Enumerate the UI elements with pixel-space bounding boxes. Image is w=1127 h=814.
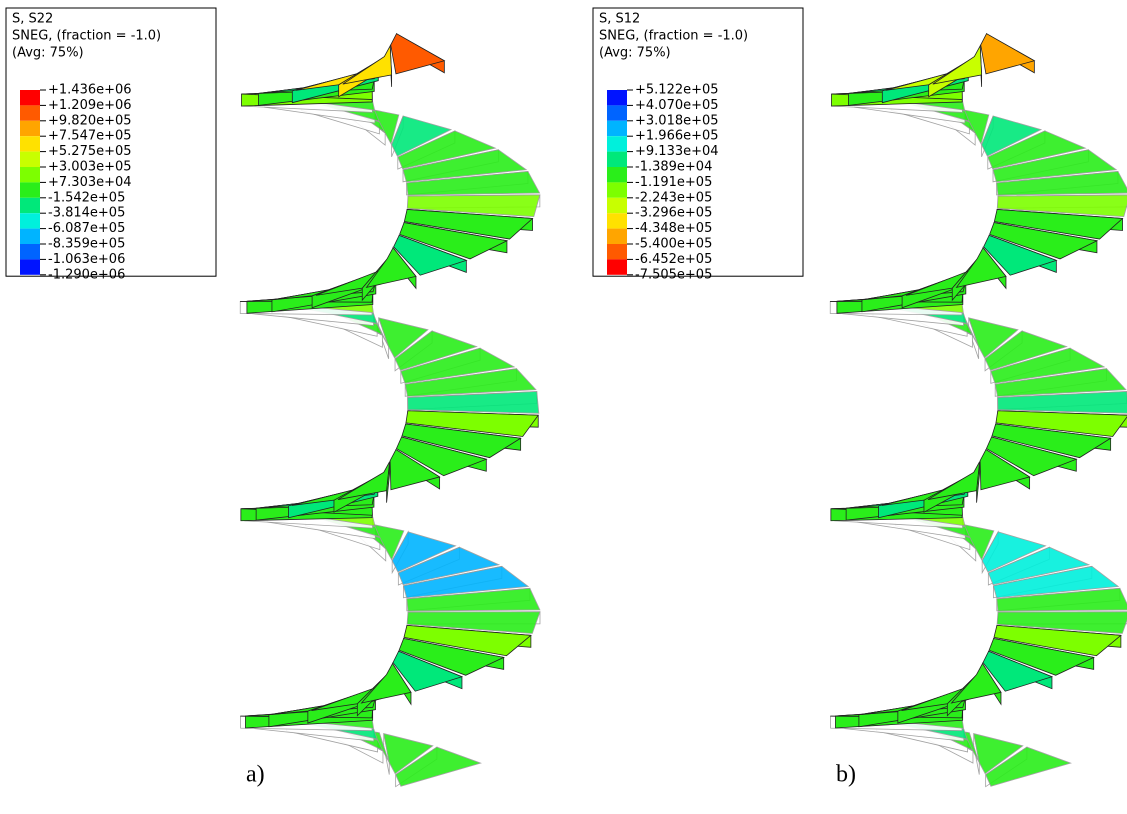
- legend: S, S12 SNEG, (fraction = -1.0) (Avg: 75%) +…: [593, 8, 803, 282]
- legend-label: -6.452e+05: [635, 252, 712, 267]
- legend-label: -5.400e+05: [635, 237, 712, 252]
- legend-label: -8.359e+05: [48, 237, 125, 252]
- staircase: [240, 34, 540, 787]
- legend-label: +3.003e+05: [48, 160, 132, 175]
- legend-label: -1.063e+06: [48, 252, 125, 267]
- legend-swatch: [607, 259, 627, 274]
- legend-label: +4.070e+05: [635, 98, 719, 113]
- legend-label: +7.547e+05: [48, 129, 132, 144]
- legend-label: +1.436e+06: [48, 83, 132, 98]
- caption: a): [246, 762, 265, 788]
- legend-label: -1.542e+05: [48, 190, 125, 205]
- legend-label: +9.820e+05: [48, 113, 132, 128]
- legend-swatch: [20, 213, 40, 228]
- legend-title: S, S22: [12, 12, 53, 27]
- legend-title: SNEG, (fraction = -1.0): [12, 29, 161, 44]
- legend-label: -2.243e+05: [635, 190, 712, 205]
- legend-label: -1.389e+04: [635, 160, 712, 175]
- legend-swatch: [607, 167, 627, 182]
- legend-swatch: [20, 105, 40, 120]
- legend-title: SNEG, (fraction = -1.0): [599, 29, 748, 44]
- legend-swatch: [20, 244, 40, 259]
- legend-swatch: [20, 182, 40, 197]
- legend-swatch: [607, 105, 627, 120]
- legend-swatch: [607, 198, 627, 213]
- legend-swatch: [20, 259, 40, 274]
- legend-label: -6.087e+05: [48, 221, 125, 236]
- legend-label: +9.133e+04: [635, 144, 719, 159]
- legend-label: -4.348e+05: [635, 221, 712, 236]
- legend-swatch: [607, 136, 627, 151]
- legend-swatch: [20, 136, 40, 151]
- legend-swatch: [607, 229, 627, 244]
- staircase: [830, 34, 1127, 787]
- legend-swatch: [20, 229, 40, 244]
- legend-label: +3.018e+05: [635, 113, 719, 128]
- legend-title: (Avg: 75%): [12, 46, 84, 61]
- legend-label: +5.122e+05: [635, 83, 719, 98]
- legend-swatch: [20, 152, 40, 167]
- legend-swatch: [20, 198, 40, 213]
- legend-swatch: [20, 167, 40, 182]
- legend-label: -1.191e+05: [635, 175, 712, 190]
- legend-label: +7.303e+04: [48, 175, 132, 190]
- legend-label: -7.505e+05: [635, 267, 712, 282]
- legend-swatch: [607, 121, 627, 136]
- legend-swatch: [607, 244, 627, 259]
- legend-label: -3.814e+05: [48, 206, 125, 221]
- legend-swatch: [20, 90, 40, 105]
- legend-label: +1.966e+05: [635, 129, 719, 144]
- legend-title: S, S12: [599, 12, 640, 27]
- legend-swatch: [607, 152, 627, 167]
- figure: S, S22 SNEG, (fraction = -1.0) (Avg: 75%) +…: [0, 0, 1127, 814]
- caption: b): [836, 762, 856, 788]
- legend-label: -1.290e+06: [48, 267, 125, 282]
- legend: S, S22 SNEG, (fraction = -1.0) (Avg: 75%) +…: [6, 8, 216, 282]
- legend-swatch: [607, 182, 627, 197]
- legend-title: (Avg: 75%): [599, 46, 671, 61]
- legend-label: -3.296e+05: [635, 206, 712, 221]
- legend-swatch: [20, 121, 40, 136]
- legend-label: +5.275e+05: [48, 144, 132, 159]
- legend-swatch: [607, 213, 627, 228]
- legend-swatch: [607, 90, 627, 105]
- legend-label: +1.209e+06: [48, 98, 132, 113]
